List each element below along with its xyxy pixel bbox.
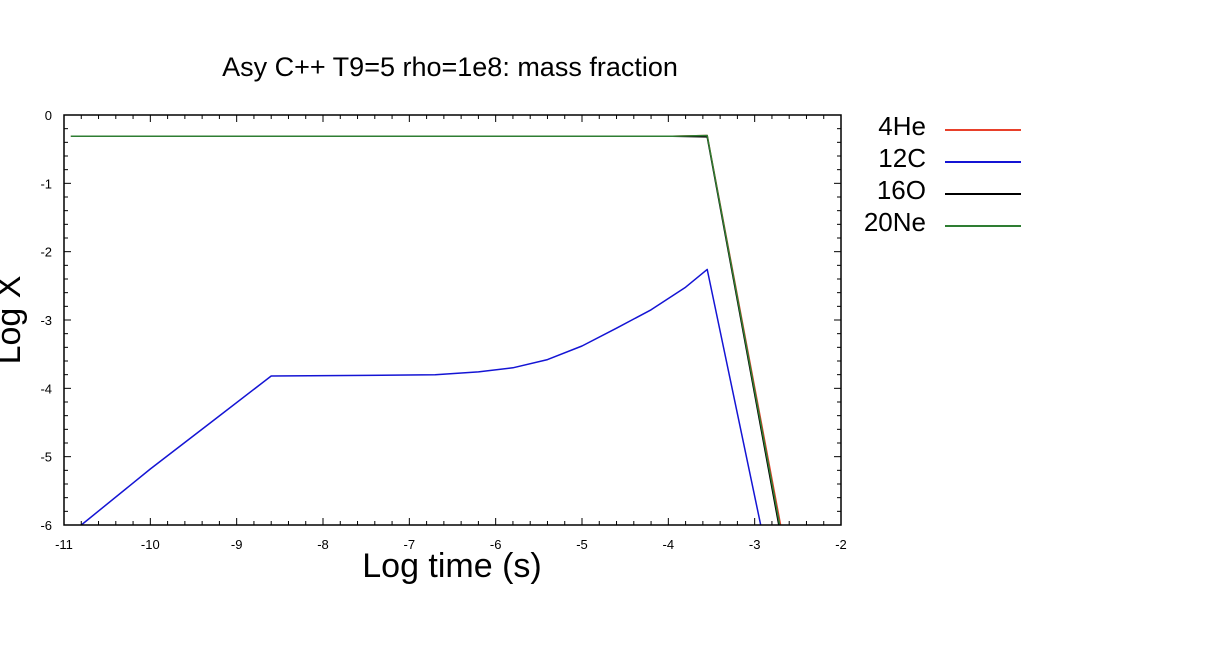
x-tick-label: -9	[231, 537, 243, 552]
y-tick-labels: 0 -1 -2 -3 -4 -5 -6	[40, 108, 52, 533]
x-tick-label: -4	[663, 537, 675, 552]
x-tick-label: -8	[317, 537, 329, 552]
y-tick-label: -3	[40, 313, 52, 328]
legend-label: 12C	[878, 143, 926, 173]
y-tick-label: 0	[45, 108, 52, 123]
y-tick-label: -1	[40, 176, 52, 191]
y-tick-label: -2	[40, 245, 52, 260]
x-tick-label: -7	[404, 537, 416, 552]
y-axis-label: Log X	[0, 276, 28, 365]
legend-label: 20Ne	[864, 207, 926, 237]
x-tick-label: -6	[490, 537, 502, 552]
chart-title: Asy C++ T9=5 rho=1e8: mass fraction	[222, 52, 678, 82]
plot-lines	[70, 134, 782, 526]
series-line-20ne	[70, 134, 781, 526]
series-line-16o	[70, 135, 780, 526]
x-tick-label: -3	[749, 537, 761, 552]
legend-label: 4He	[878, 111, 926, 141]
x-tick-labels: -11 -10 -9 -8 -7 -6 -5 -4 -3 -2	[55, 537, 847, 552]
plot-frame	[63, 114, 842, 526]
y-tick-label: -6	[40, 518, 52, 533]
x-tick-label: -11	[55, 537, 73, 552]
axis-ticks	[63, 114, 842, 526]
series-line-12c	[80, 268, 762, 526]
legend-label: 16O	[877, 175, 926, 205]
x-tick-label: -10	[141, 537, 160, 552]
y-tick-label: -5	[40, 450, 52, 465]
series-line-4he	[70, 134, 782, 526]
y-tick-label: -4	[40, 381, 52, 396]
x-tick-label: -2	[835, 537, 847, 552]
x-axis-label: Log time (s)	[362, 547, 542, 585]
x-tick-label: -5	[576, 537, 588, 552]
